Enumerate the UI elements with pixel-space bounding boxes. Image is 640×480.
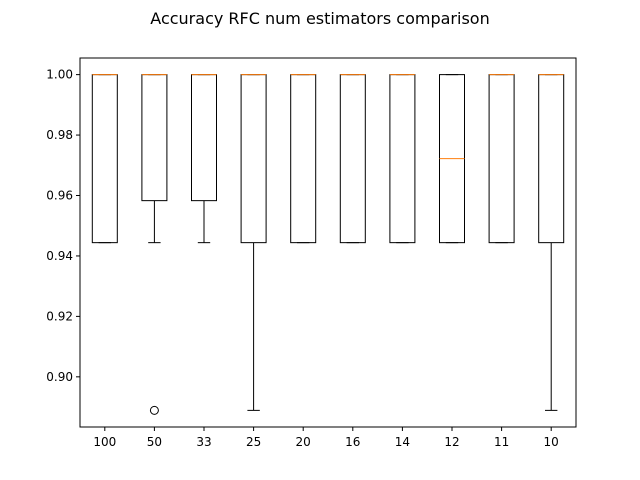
- chart-title: Accuracy RFC num estimators comparison: [150, 9, 489, 28]
- x-tick-label: 14: [395, 435, 410, 449]
- x-tick-label: 20: [296, 435, 311, 449]
- x-tick-label: 50: [147, 435, 162, 449]
- x-tick-label: 100: [93, 435, 116, 449]
- y-tick-label: 0.94: [46, 249, 73, 263]
- y-tick-label: 0.96: [46, 189, 73, 203]
- x-tick-label: 12: [444, 435, 459, 449]
- x-tick-label: 11: [494, 435, 509, 449]
- outlier-point: [149, 405, 159, 415]
- x-tick-label: 16: [345, 435, 360, 449]
- x-tick-label: 33: [196, 435, 211, 449]
- plot-area: 0.90 0.92 0.94 0.96 0.98 1.00 100 50 33 25 20 16 14 1…: [46, 68, 565, 449]
- y-tick-label: 0.92: [46, 309, 73, 323]
- y-tick-label: 1.00: [46, 68, 73, 82]
- y-tick-label: 0.90: [46, 370, 73, 384]
- x-tick-label: 25: [246, 435, 261, 449]
- y-tick-label: 0.98: [46, 128, 73, 142]
- axes-frame: [79, 57, 577, 428]
- x-tick-label: 10: [544, 435, 559, 449]
